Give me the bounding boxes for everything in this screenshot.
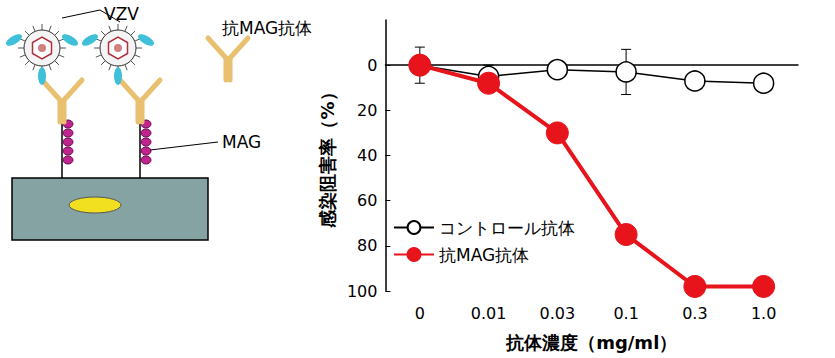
svg-text:0.01: 0.01 bbox=[471, 304, 507, 323]
svg-text:0: 0 bbox=[415, 304, 425, 323]
svg-text:1.0: 1.0 bbox=[751, 304, 776, 323]
svg-text:感染阻害率（%）: 感染阻害率（%） bbox=[317, 83, 338, 228]
svg-text:0.3: 0.3 bbox=[682, 304, 707, 323]
svg-text:抗体濃度（mg/ml）: 抗体濃度（mg/ml） bbox=[505, 332, 677, 353]
svg-text:80: 80 bbox=[357, 236, 377, 255]
svg-text:抗MAG抗体: 抗MAG抗体 bbox=[222, 18, 312, 38]
svg-text:100: 100 bbox=[347, 282, 378, 301]
svg-text:0: 0 bbox=[367, 56, 377, 75]
svg-text:コントロール抗体: コントロール抗体 bbox=[439, 218, 575, 238]
svg-text:VZV: VZV bbox=[104, 4, 139, 24]
svg-text:40: 40 bbox=[357, 146, 377, 165]
svg-text:0.03: 0.03 bbox=[540, 304, 576, 323]
svg-text:0.1: 0.1 bbox=[613, 304, 638, 323]
svg-text:60: 60 bbox=[357, 191, 377, 210]
svg-text:抗MAG抗体: 抗MAG抗体 bbox=[439, 245, 529, 265]
svg-text:MAG: MAG bbox=[222, 132, 261, 152]
svg-text:20: 20 bbox=[357, 101, 377, 120]
